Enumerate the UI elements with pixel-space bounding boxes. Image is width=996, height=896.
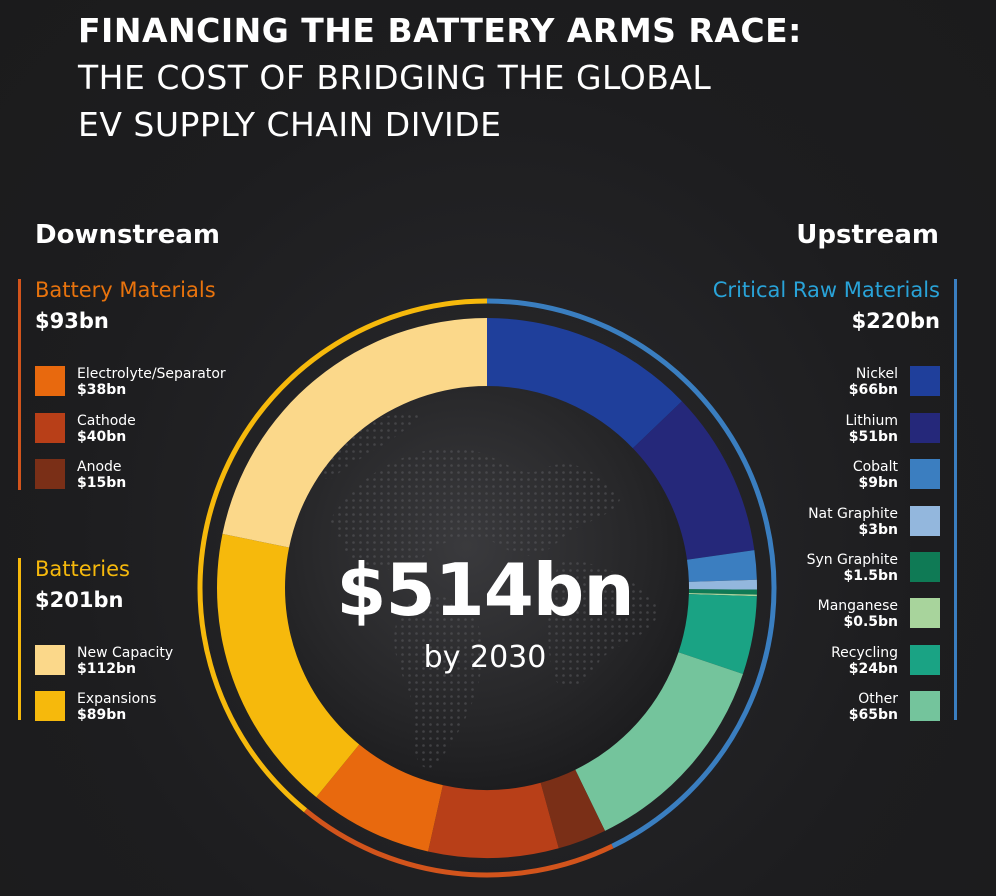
legend-label: New Capacity [77,645,174,661]
legend-value: $24bn [848,661,898,677]
slice-nickel [487,318,682,449]
legend-item-manganese: Manganese $0.5bn [818,598,940,630]
legend-value: $89bn [77,707,127,723]
batteries-divider [18,558,21,720]
legend-value: $112bn [77,661,136,677]
legend-label: Lithium [845,413,898,429]
legend-item-syn-graphite: Syn Graphite $1.5bn [807,552,940,584]
slice-electrolyte-separator [316,744,443,852]
chart-title: FINANCING THE BATTERY ARMS RACE: THE COS… [78,14,802,141]
legend-item-nickel: Nickel $66bn [849,366,940,398]
group-arcs [197,298,777,878]
legend-swatch [910,459,940,489]
critical-raw-title: Critical Raw Materials [712,278,940,302]
legend-value: $9bn [858,475,898,491]
legend-swatch [910,506,940,536]
total-value: $514bn [336,548,634,632]
battery-materials-total: $93bn [35,309,109,333]
legend-swatch [35,645,65,675]
legend-item-electrolyte: Electrolyte/Separator $38bn [35,366,226,398]
batteries-total: $201bn [35,588,124,612]
legend-label: Other [858,691,898,707]
legend-item-cobalt: Cobalt $9bn [853,459,940,491]
legend-swatch [910,598,940,628]
legend-label: Cobalt [852,459,898,475]
legend-value: $3bn [858,522,898,538]
legend-value: $40bn [77,429,127,445]
legend-label: Electrolyte/Separator [77,366,226,382]
legend-item-expansions: Expansions $89bn [35,691,156,723]
battery-materials-title: Battery Materials [35,278,216,302]
slice-cobalt [687,550,757,582]
legend-swatch [910,413,940,443]
group-arc-batteries [197,298,488,813]
critical-raw-group: Critical Raw Materials $220bn [713,278,940,333]
legend-value: $38bn [77,382,127,398]
upstream-heading: Upstream [796,220,939,250]
slice-other [575,652,743,831]
legend-value: $66bn [848,382,898,398]
slice-expansions [217,533,360,798]
legend-item-cathode: Cathode $40bn [35,413,136,445]
legend-value: $0.5bn [843,614,898,630]
title-line-3: EV SUPPLY CHAIN DIVIDE [78,105,502,144]
legend-swatch [910,552,940,582]
legend-swatch [35,413,65,443]
legend-item-nat-graphite: Nat Graphite $3bn [808,506,940,538]
legend-label: Manganese [817,598,898,614]
legend-swatch [910,645,940,675]
legend-swatch [35,366,65,396]
legend-item-new-capacity: New Capacity $112bn [35,645,173,677]
slice-lithium [632,401,755,560]
critical-raw-divider [954,279,957,720]
downstream-heading: Downstream [35,220,220,250]
legend-item-anode: Anode $15bn [35,459,126,491]
legend-label: Anode [77,459,122,475]
legend-item-lithium: Lithium $51bn [846,413,940,445]
title-line-2: THE COST OF BRIDGING THE GLOBAL [78,58,712,97]
slice-nat-graphite [688,579,757,590]
critical-raw-total: $220bn [851,309,940,333]
legend-value: $15bn [77,475,127,491]
batteries-title: Batteries [35,557,130,581]
battery-materials-group: Battery Materials $93bn [35,278,216,333]
legend-label: Nickel [855,366,898,382]
legend-label: Nat Graphite [808,506,898,522]
slice-anode [540,769,605,849]
slice-new-capacity [222,318,488,548]
legend-value: $51bn [848,429,898,445]
legend-label: Syn Graphite [806,552,898,568]
globe-continents [300,414,660,769]
battery-materials-divider [18,279,21,490]
legend-label: Cathode [77,413,136,429]
title-line-1: FINANCING THE BATTERY ARMS RACE: [78,11,802,50]
legend-label: Expansions [77,691,157,707]
legend-swatch [910,366,940,396]
legend-swatch [910,691,940,721]
batteries-group: Batteries $201bn [35,557,130,612]
slice-recycling [678,594,757,674]
group-arc-battery-materials [303,808,614,878]
legend-value: $1.5bn [843,568,898,584]
slice-cathode [428,782,559,858]
slice-syn-graphite [688,589,757,595]
donut-slices [217,318,757,858]
group-arc-critical-raw [486,298,777,849]
legend-value: $65bn [848,707,898,723]
legend-swatch [35,459,65,489]
legend-label: Recycling [831,645,898,661]
total-subtitle: by 2030 [423,640,547,675]
legend-swatch [35,691,65,721]
slice-manganese [688,592,757,597]
legend-item-recycling: Recycling $24bn [831,645,940,677]
legend-item-other: Other $65bn [849,691,940,723]
